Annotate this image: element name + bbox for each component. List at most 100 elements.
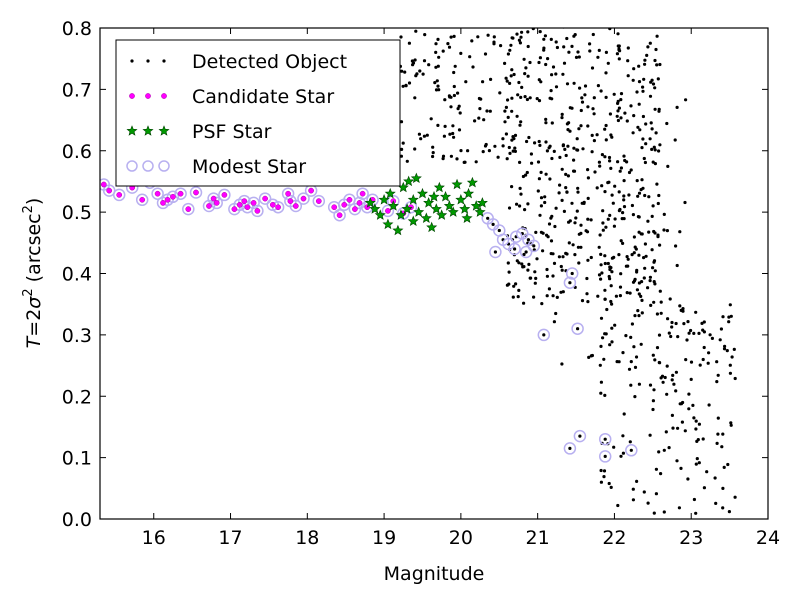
detected-object-point — [632, 279, 637, 283]
detected-object-point — [648, 41, 652, 45]
psf-star-point — [401, 203, 413, 214]
psf-star-point — [455, 194, 467, 205]
detected-object-point — [552, 320, 557, 324]
detected-object-point — [589, 5, 592, 8]
detected-object-point — [431, 151, 435, 155]
detected-object-point — [496, 155, 500, 159]
detected-object-point — [603, 127, 607, 131]
psf-star-point — [428, 190, 440, 202]
detected-object-point — [643, 62, 647, 66]
detected-object-point — [473, 119, 477, 123]
detected-object-point — [544, 172, 548, 176]
detected-object-point — [551, 65, 556, 69]
detected-object-point — [542, 333, 546, 337]
detected-object-point — [423, 33, 427, 37]
detected-object-point — [721, 315, 725, 319]
detected-object-point — [545, 4, 548, 7]
detected-object-point — [601, 221, 605, 225]
detected-object-point — [599, 252, 603, 256]
detected-object-point — [511, 295, 515, 299]
detected-object-point — [486, 216, 490, 220]
detected-object-point — [515, 114, 519, 118]
detected-object-point — [555, 295, 559, 299]
detected-object-point — [512, 12, 515, 15]
detected-object-point — [654, 492, 659, 496]
detected-object-point — [651, 82, 656, 86]
detected-object-point — [701, 357, 705, 362]
detected-object-point — [618, 169, 622, 173]
detected-object-point — [632, 251, 636, 255]
legend-marker — [129, 93, 167, 99]
detected-object-point — [458, 16, 461, 19]
detected-object-point — [716, 416, 720, 420]
detected-object-point — [648, 275, 653, 279]
detected-object-point — [564, 172, 568, 176]
detected-object-point — [499, 44, 503, 48]
detected-object-point — [505, 157, 509, 161]
detected-object-point — [592, 112, 596, 116]
detected-object-point — [501, 137, 505, 141]
detected-object-point — [726, 462, 730, 467]
detected-object-point — [578, 86, 582, 90]
detected-object-point — [591, 107, 595, 111]
detected-object-point — [607, 274, 611, 279]
detected-object-point — [505, 79, 509, 83]
detected-object-point — [697, 331, 701, 335]
detected-object-point — [544, 140, 548, 144]
detected-object-point — [682, 322, 686, 326]
detected-object-point — [400, 147, 404, 151]
detected-object-point — [567, 50, 571, 54]
detected-object-point — [554, 311, 558, 316]
detected-object-point — [617, 44, 621, 48]
candidate-star-point — [139, 196, 146, 203]
detected-object-point — [514, 282, 518, 286]
detected-object-point — [615, 12, 618, 15]
candidate-star-point — [154, 190, 161, 197]
detected-object-point — [611, 201, 615, 205]
detected-object-point — [419, 137, 423, 141]
detected-object-point — [649, 121, 653, 125]
detected-object-point — [681, 309, 685, 313]
detected-object-point — [625, 291, 629, 295]
detected-object-point — [588, 14, 591, 17]
detected-object-point — [545, 149, 550, 153]
detected-object-point — [606, 217, 610, 221]
detected-object-point — [636, 0, 639, 2]
detected-object-point — [492, 40, 496, 44]
detected-object-point — [458, 111, 462, 115]
psf-star-point — [430, 203, 442, 214]
detected-object-point — [642, 256, 646, 260]
detected-object-point — [637, 191, 642, 195]
detected-object-point — [687, 392, 691, 396]
detected-object-point — [596, 55, 600, 59]
detected-object-point — [518, 160, 522, 164]
detected-object-point — [511, 36, 515, 40]
detected-object-point — [534, 230, 538, 234]
detected-object-point — [631, 213, 636, 217]
x-tick-label: 17 — [218, 527, 242, 549]
detected-object-point — [716, 373, 720, 377]
detected-object-point — [579, 108, 583, 113]
detected-object-point — [485, 109, 489, 113]
detected-object-point — [728, 303, 732, 307]
detected-object-point — [533, 281, 537, 285]
detected-object-point — [447, 45, 452, 49]
psf-star-point — [378, 194, 390, 205]
detected-object-point — [658, 62, 662, 67]
detected-object-point — [551, 294, 555, 298]
detected-object-point — [399, 35, 403, 39]
detected-object-point — [613, 10, 616, 13]
detected-object-point — [451, 131, 455, 136]
detected-object-point — [599, 380, 604, 384]
detected-object-point — [565, 82, 570, 86]
detected-object-point — [503, 61, 507, 65]
detected-object-point — [666, 164, 670, 168]
candidate-star-point — [193, 189, 199, 196]
detected-object-point — [597, 273, 602, 277]
legend-label: Modest Star — [192, 156, 306, 178]
detected-object-point — [657, 149, 661, 153]
detected-object-point — [630, 203, 635, 208]
modest-star-point — [489, 245, 502, 259]
detected-object-point — [523, 208, 527, 212]
detected-object-point — [591, 32, 595, 37]
